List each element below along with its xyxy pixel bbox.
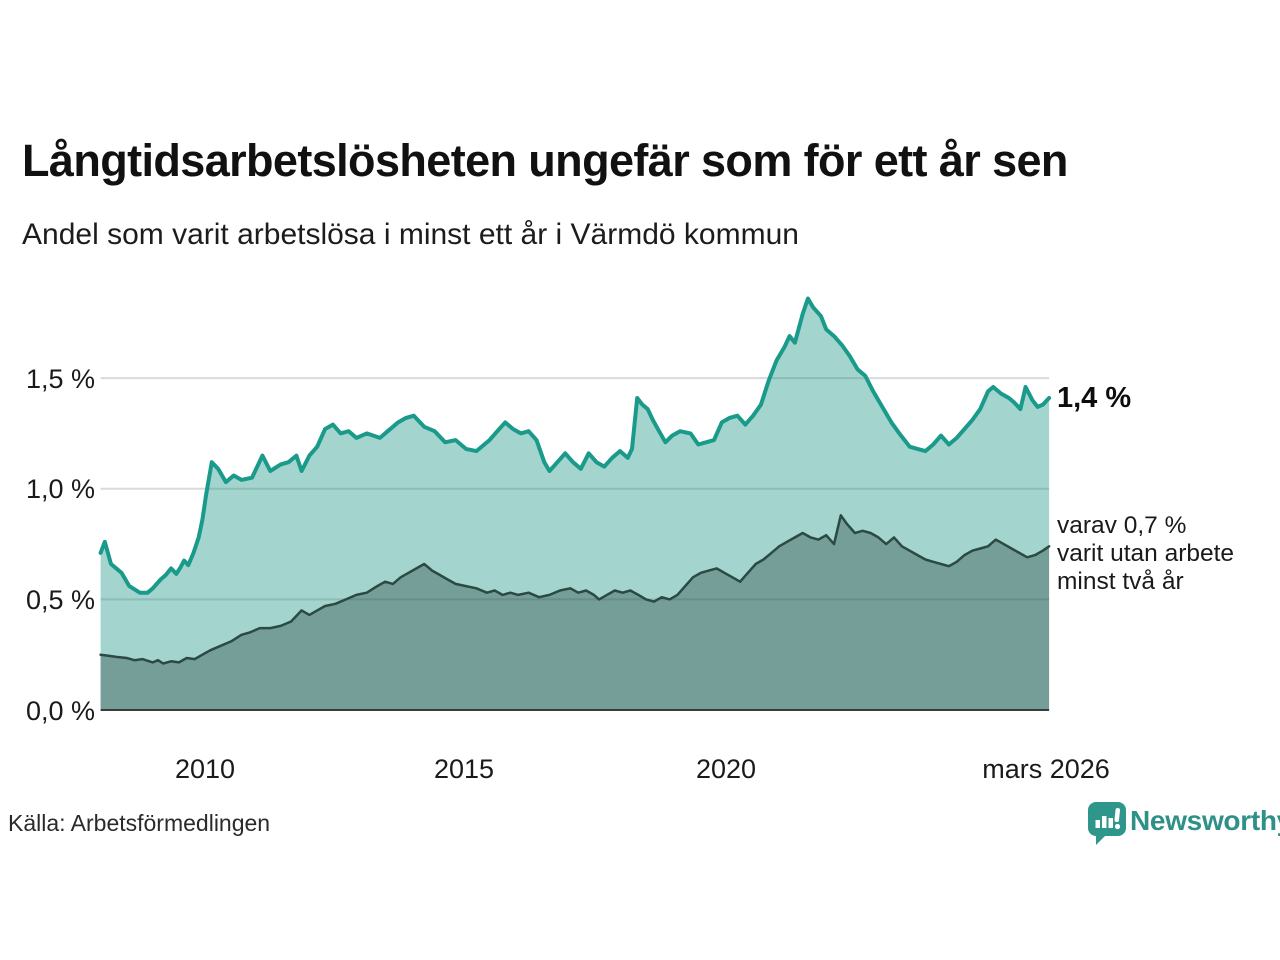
area-unemployed-two-years: [100, 515, 1050, 710]
y-tick-0-5: 0,5 %: [25, 585, 95, 615]
area-unemployed-one-year: [100, 298, 1050, 710]
two-year-annotation-line1: varav 0,7 %: [1057, 512, 1187, 539]
two-year-annotation-line3: minst två år: [1057, 568, 1184, 595]
area-chart: [0, 270, 1280, 730]
newsworthy-wordmark: Newsworthy: [1130, 805, 1280, 836]
x-tick-2020: 2020: [695, 754, 757, 784]
two-year-annotation: varav 0,7 % varit utan arbete minst två …: [1057, 512, 1234, 596]
y-tick-1-5: 1,5 %: [25, 364, 95, 394]
y-tick-1-0: 1,0 %: [25, 474, 95, 504]
line-unemployed-two-years: [99, 514, 1051, 665]
latest-value-label: 1,4 %: [1057, 382, 1132, 414]
source-attribution: Källa: Arbetsförmedlingen: [8, 810, 271, 836]
gridlines: [100, 377, 1050, 601]
exclamation-dot-icon: [1114, 823, 1121, 830]
newsworthy-logo[interactable]: Newsworthy: [1087, 801, 1280, 849]
exclamation-stem-icon: [1114, 808, 1121, 823]
two-year-annotation-line2: varit utan arbete: [1057, 540, 1235, 567]
chart-canvas: [98, 296, 1052, 711]
y-tick-0-0: 0,0 %: [25, 696, 95, 726]
chart-subtitle: Andel som varit arbetslösa i minst ett å…: [22, 218, 799, 251]
newsworthy-bubble-icon: [1088, 802, 1126, 845]
bar-icon-2: [1102, 816, 1107, 828]
bar-icon-3: [1108, 818, 1113, 828]
speech-bubble-shape: [1088, 802, 1126, 845]
bar-icon-1: [1095, 820, 1100, 828]
x-tick-2010: 2010: [174, 754, 236, 784]
x-tick-2015: 2015: [433, 754, 495, 784]
x-tick-mars-2026: mars 2026: [982, 754, 1110, 784]
chart-title: Långtidsarbetslösheten ungefär som för e…: [22, 135, 1068, 186]
line-unemployed-one-year: [98, 296, 1052, 595]
